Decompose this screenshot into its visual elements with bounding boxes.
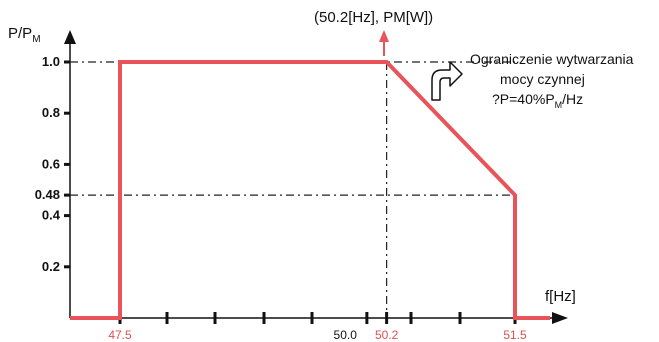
x-tick-label: 50.2 xyxy=(375,328,399,342)
y-tick-label: 0.4 xyxy=(42,208,61,223)
y-ticks: 1.0 0.8 0.6 0.48 0.4 0.2 xyxy=(35,54,70,274)
y-tick-label: 1.0 xyxy=(42,54,60,69)
y-tick-label: 0.2 xyxy=(42,259,60,274)
side-note-line1: Ograniczenie wytwarzania xyxy=(470,51,634,67)
annotation-arrowhead xyxy=(379,30,389,42)
x-minor-ticks xyxy=(165,312,462,324)
y-tick-label: 0.6 xyxy=(42,156,60,171)
x-ticks: 47.5 50.0 50.2 51.5 xyxy=(108,312,527,342)
top-annotation: (50.2[Hz], PM[W]) xyxy=(314,9,433,26)
series-line xyxy=(70,60,550,320)
y-axis-label: P/PM xyxy=(8,25,41,45)
x-tick-label: 47.5 xyxy=(108,328,132,342)
x-tick-label: 50.0 xyxy=(334,328,358,342)
side-note-line2: mocy czynnej xyxy=(500,71,585,87)
series-group xyxy=(69,60,551,320)
x-axis-label: f[Hz] xyxy=(545,288,576,305)
x-tick-label: 51.5 xyxy=(503,328,527,342)
y-axis-arrow xyxy=(64,30,76,44)
y-tick-label: 0.8 xyxy=(42,105,60,120)
reference-lines xyxy=(70,61,515,318)
y-tick-label: 0.48 xyxy=(35,187,60,202)
turn-arrow-icon xyxy=(431,61,463,101)
side-note-line3: ?P=40%PM/Hz xyxy=(492,91,583,110)
x-axis-arrow xyxy=(552,312,568,324)
